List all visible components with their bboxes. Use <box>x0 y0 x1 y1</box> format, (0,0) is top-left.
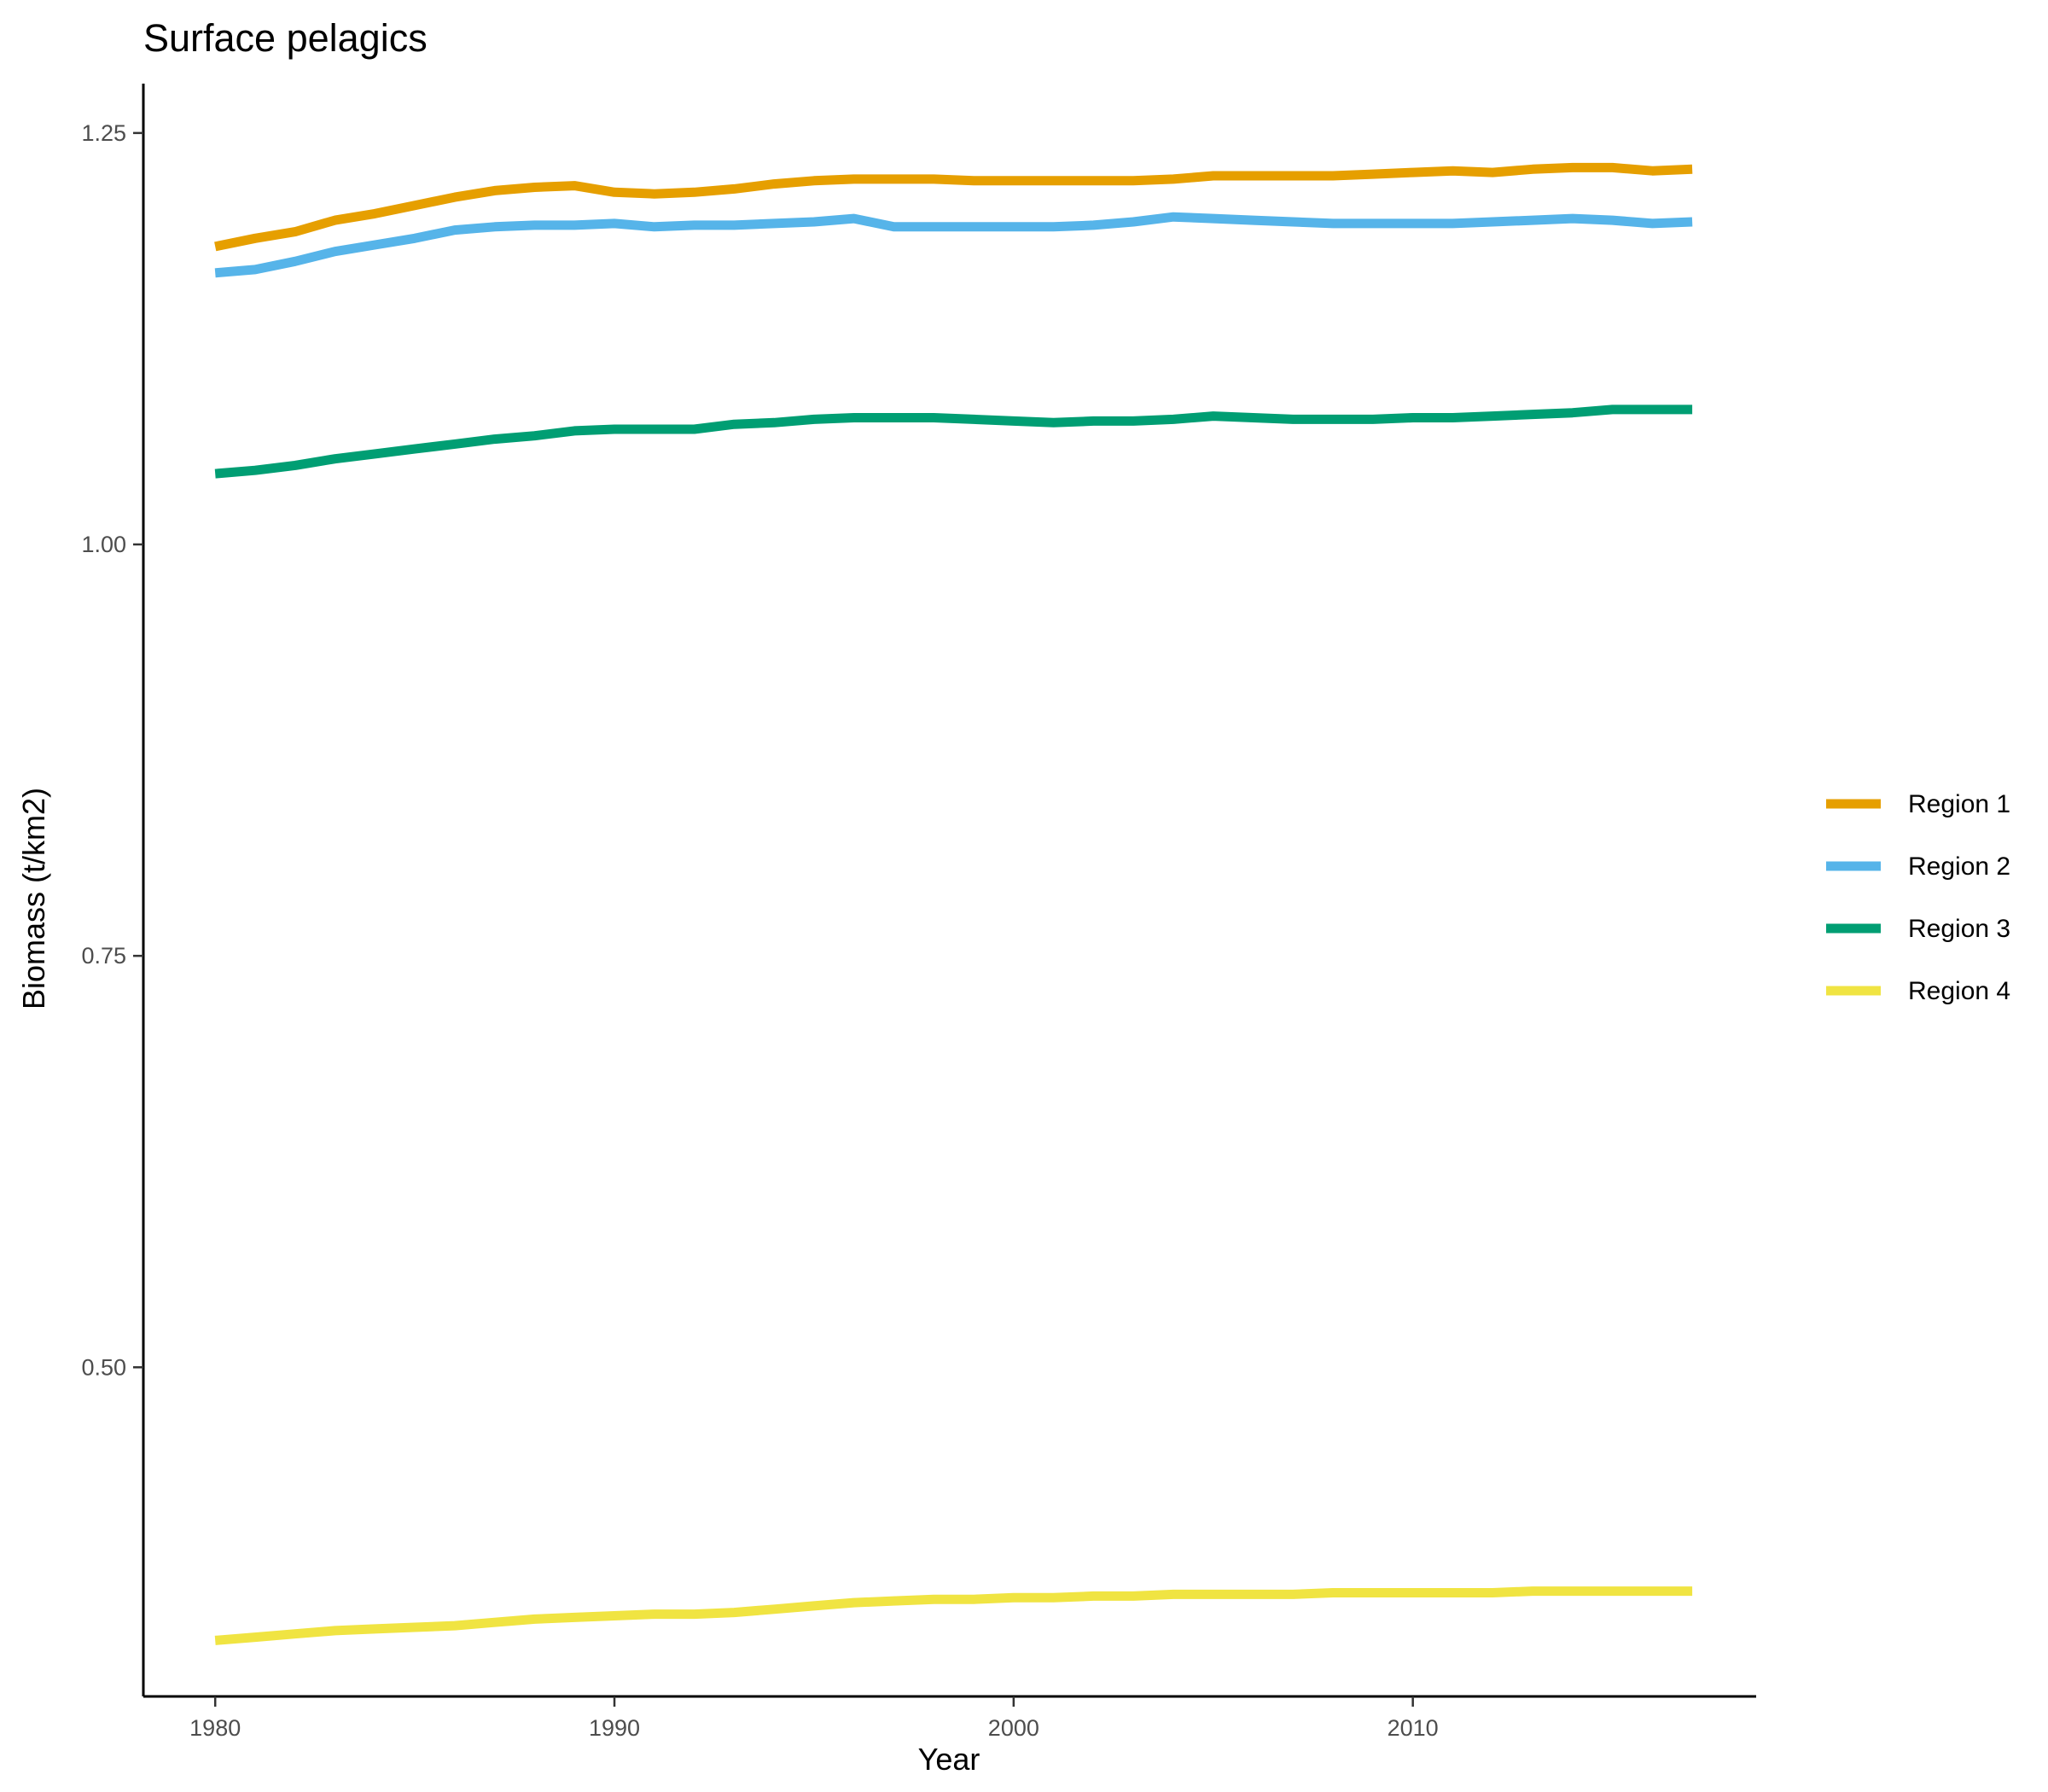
chart-title: Surface pelagics <box>143 16 428 60</box>
x-tick-label: 2010 <box>1388 1715 1439 1741</box>
series-line-region-3 <box>214 404 1693 479</box>
legend-label-region-2: Region 2 <box>1908 852 2010 881</box>
y-tick-label: 0.75 <box>81 943 126 969</box>
x-axis-ticks: 1980 1990 2000 2010 <box>189 1696 1439 1741</box>
y-axis-title: Biomass (t/km2) <box>16 788 51 1009</box>
legend-label-region-3: Region 3 <box>1908 915 2010 943</box>
y-tick-label: 0.50 <box>81 1354 126 1380</box>
x-tick-label: 1990 <box>589 1715 640 1741</box>
x-tick-label: 2000 <box>988 1715 1039 1741</box>
x-tick-label: 1980 <box>189 1715 241 1741</box>
series-line-region-2 <box>214 212 1693 278</box>
y-tick-label: 1.25 <box>81 120 126 146</box>
x-axis-title: Year <box>918 1742 980 1777</box>
series-line-region-1 <box>214 162 1693 252</box>
plot-area: 0.50 0.75 1.00 1.25 1980 1990 2000 2010 <box>81 84 1756 1741</box>
series-line-region-4 <box>214 1586 1693 1645</box>
series-group <box>214 162 1693 1645</box>
legend-label-region-1: Region 1 <box>1908 790 2010 818</box>
legend-label-region-4: Region 4 <box>1908 977 2010 1005</box>
y-axis-ticks: 0.50 0.75 1.00 1.25 <box>81 120 143 1380</box>
legend: Region 1 Region 2 Region 3 Region 4 <box>1826 790 2010 1005</box>
y-tick-label: 1.00 <box>81 532 126 557</box>
